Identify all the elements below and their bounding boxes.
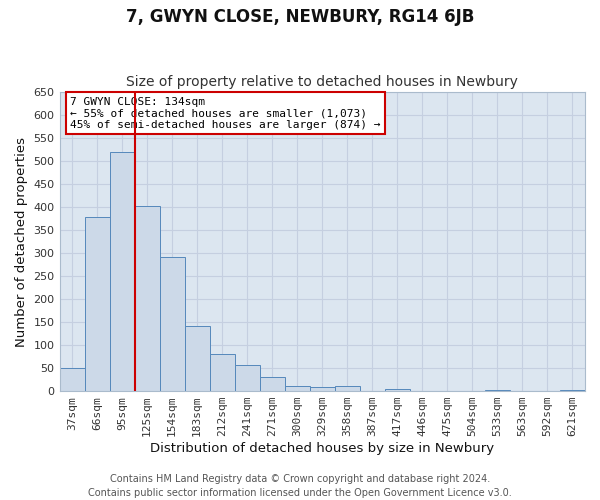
- Bar: [235, 365, 260, 391]
- Bar: [85, 217, 110, 391]
- Bar: [485, 390, 510, 391]
- Title: Size of property relative to detached houses in Newbury: Size of property relative to detached ho…: [127, 76, 518, 90]
- Y-axis label: Number of detached properties: Number of detached properties: [15, 136, 28, 346]
- Bar: [560, 390, 585, 391]
- Bar: [285, 386, 310, 391]
- Bar: [260, 378, 285, 391]
- Text: Contains HM Land Registry data © Crown copyright and database right 2024.
Contai: Contains HM Land Registry data © Crown c…: [88, 474, 512, 498]
- Bar: [335, 386, 360, 391]
- Bar: [59, 368, 85, 391]
- Bar: [310, 388, 335, 391]
- X-axis label: Distribution of detached houses by size in Newbury: Distribution of detached houses by size …: [150, 442, 494, 455]
- Bar: [209, 354, 235, 391]
- Text: 7 GWYN CLOSE: 134sqm
← 55% of detached houses are smaller (1,073)
45% of semi-de: 7 GWYN CLOSE: 134sqm ← 55% of detached h…: [70, 96, 380, 130]
- Bar: [110, 152, 134, 391]
- Text: 7, GWYN CLOSE, NEWBURY, RG14 6JB: 7, GWYN CLOSE, NEWBURY, RG14 6JB: [126, 8, 474, 26]
- Bar: [385, 389, 410, 391]
- Bar: [185, 326, 209, 391]
- Bar: [134, 206, 160, 391]
- Bar: [160, 257, 185, 391]
